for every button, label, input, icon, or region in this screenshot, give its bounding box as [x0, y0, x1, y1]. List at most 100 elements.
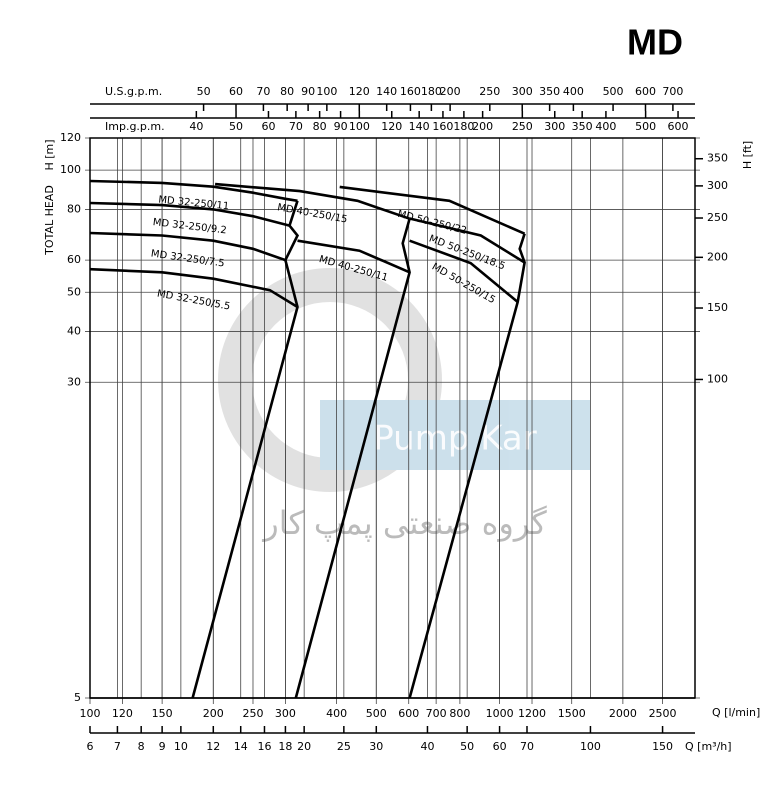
x-tick-label: 300 — [275, 707, 296, 720]
x-tick-label: 200 — [440, 85, 461, 98]
axis-label: Imp.g.p.m. — [105, 120, 165, 133]
x-tick-label: 140 — [376, 85, 397, 98]
x-tick-label: 300 — [544, 120, 565, 133]
x-tick-label: 200 — [203, 707, 224, 720]
limit-line — [191, 200, 300, 699]
x-tick-label: 250 — [242, 707, 263, 720]
curve-label: MD 32-250/9.2 — [152, 217, 227, 236]
x-tick-label: 100 — [349, 120, 370, 133]
axis-label: Q [m³/h] — [685, 740, 732, 753]
watermark-logo — [218, 268, 442, 492]
x-tick-label: 9 — [159, 740, 166, 753]
x-tick-label: 180 — [453, 120, 474, 133]
x-tick-label: 160 — [400, 85, 421, 98]
curve-label: MD 32-250/7.5 — [150, 249, 225, 270]
x-tick-label: 140 — [409, 120, 430, 133]
x-tick-label: 60 — [261, 120, 275, 133]
x-tick-label: 90 — [301, 85, 315, 98]
x-axis-label: Q [l/min] — [712, 706, 760, 719]
chart-title: MD — [627, 22, 683, 63]
x-tick-label: 50 — [229, 120, 243, 133]
x-tick-label: 700 — [426, 707, 447, 720]
x-tick-label: 2000 — [609, 707, 637, 720]
x-tick-label: 40 — [189, 120, 203, 133]
y-tick-label: 50 — [67, 285, 81, 298]
x-tick-label: 8 — [138, 740, 145, 753]
y2-axis-label: H [ft] — [741, 141, 754, 169]
x-tick-label: 600 — [398, 707, 419, 720]
x-tick-label: 50 — [197, 85, 211, 98]
pump-curve — [89, 231, 286, 262]
x-tick-label: 120 — [349, 85, 370, 98]
x-tick-label: 16 — [257, 740, 271, 753]
x-tick-label: 25 — [337, 740, 351, 753]
limit-line — [294, 218, 411, 699]
x-tick-label: 300 — [512, 85, 533, 98]
x-tick-label: 500 — [635, 120, 656, 133]
pump-curve — [339, 185, 526, 235]
x-tick-label: 200 — [472, 120, 493, 133]
x-tick-label: 70 — [289, 120, 303, 133]
y-tick-label: 60 — [67, 253, 81, 266]
y-tick-label: 5 — [74, 691, 81, 704]
x-tick-label: 150 — [652, 740, 673, 753]
pump-curve — [297, 239, 411, 274]
x-tick-label: 400 — [326, 707, 347, 720]
x-tick-label: 70 — [520, 740, 534, 753]
x-tick-label: 180 — [421, 85, 442, 98]
pump-curve — [409, 239, 519, 304]
x-tick-label: 30 — [369, 740, 383, 753]
x-tick-label: 2500 — [649, 707, 677, 720]
x-tick-label: 150 — [152, 707, 173, 720]
x-tick-label: 10 — [174, 740, 188, 753]
x-tick-label: 60 — [493, 740, 507, 753]
x-tick-label: 700 — [662, 85, 683, 98]
x-tick-label: 600 — [668, 120, 689, 133]
x-tick-label: 400 — [563, 85, 584, 98]
x-tick-label: 100 — [580, 740, 601, 753]
x-tick-label: 60 — [229, 85, 243, 98]
x-tick-label: 14 — [234, 740, 248, 753]
x-tick-label: 18 — [278, 740, 292, 753]
x-tick-label: 80 — [280, 85, 294, 98]
x-tick-label: 350 — [539, 85, 560, 98]
y2-tick-label: 200 — [707, 250, 728, 263]
x-tick-label: 80 — [313, 120, 327, 133]
x-tick-label: 800 — [449, 707, 470, 720]
x-tick-label: 1000 — [486, 707, 514, 720]
y2-tick-label: 250 — [707, 211, 728, 224]
pump-curve — [89, 201, 290, 227]
x-tick-label: 250 — [512, 120, 533, 133]
x-tick-label: 12 — [206, 740, 220, 753]
y2-tick-label: 100 — [707, 372, 728, 385]
y-axis-label: H [m] — [43, 139, 56, 170]
y-tick-label: 30 — [67, 375, 81, 388]
curve-label: MD 40-250/15 — [276, 202, 348, 225]
y-tick-label: 120 — [60, 131, 81, 144]
y-tick-label: 100 — [60, 163, 81, 176]
pump-curve — [409, 217, 526, 264]
x-tick-label: 400 — [595, 120, 616, 133]
pump-curve — [214, 182, 411, 220]
x-tick-label: 1200 — [518, 707, 546, 720]
y2-tick-label: 350 — [707, 152, 728, 165]
y-tick-label: 80 — [67, 202, 81, 215]
x-tick-label: 100 — [316, 85, 337, 98]
x-tick-label: 600 — [635, 85, 656, 98]
pump-curve — [89, 179, 298, 203]
y2-tick-label: 300 — [707, 179, 728, 192]
x-tick-label: 100 — [80, 707, 101, 720]
x-tick-label: 160 — [432, 120, 453, 133]
x-tick-label: 250 — [479, 85, 500, 98]
curve-label: MD 50-250/15 — [430, 261, 497, 306]
axis-label: U.S.g.p.m. — [105, 85, 162, 98]
x-tick-label: 40 — [420, 740, 434, 753]
x-tick-label: 500 — [366, 707, 387, 720]
limit-line — [408, 233, 526, 699]
x-tick-label: 90 — [334, 120, 348, 133]
x-tick-label: 120 — [381, 120, 402, 133]
x-tick-label: 50 — [460, 740, 474, 753]
x-tick-label: 20 — [297, 740, 311, 753]
x-tick-label: 120 — [112, 707, 133, 720]
watermark-text: Pump Kar — [373, 419, 536, 459]
